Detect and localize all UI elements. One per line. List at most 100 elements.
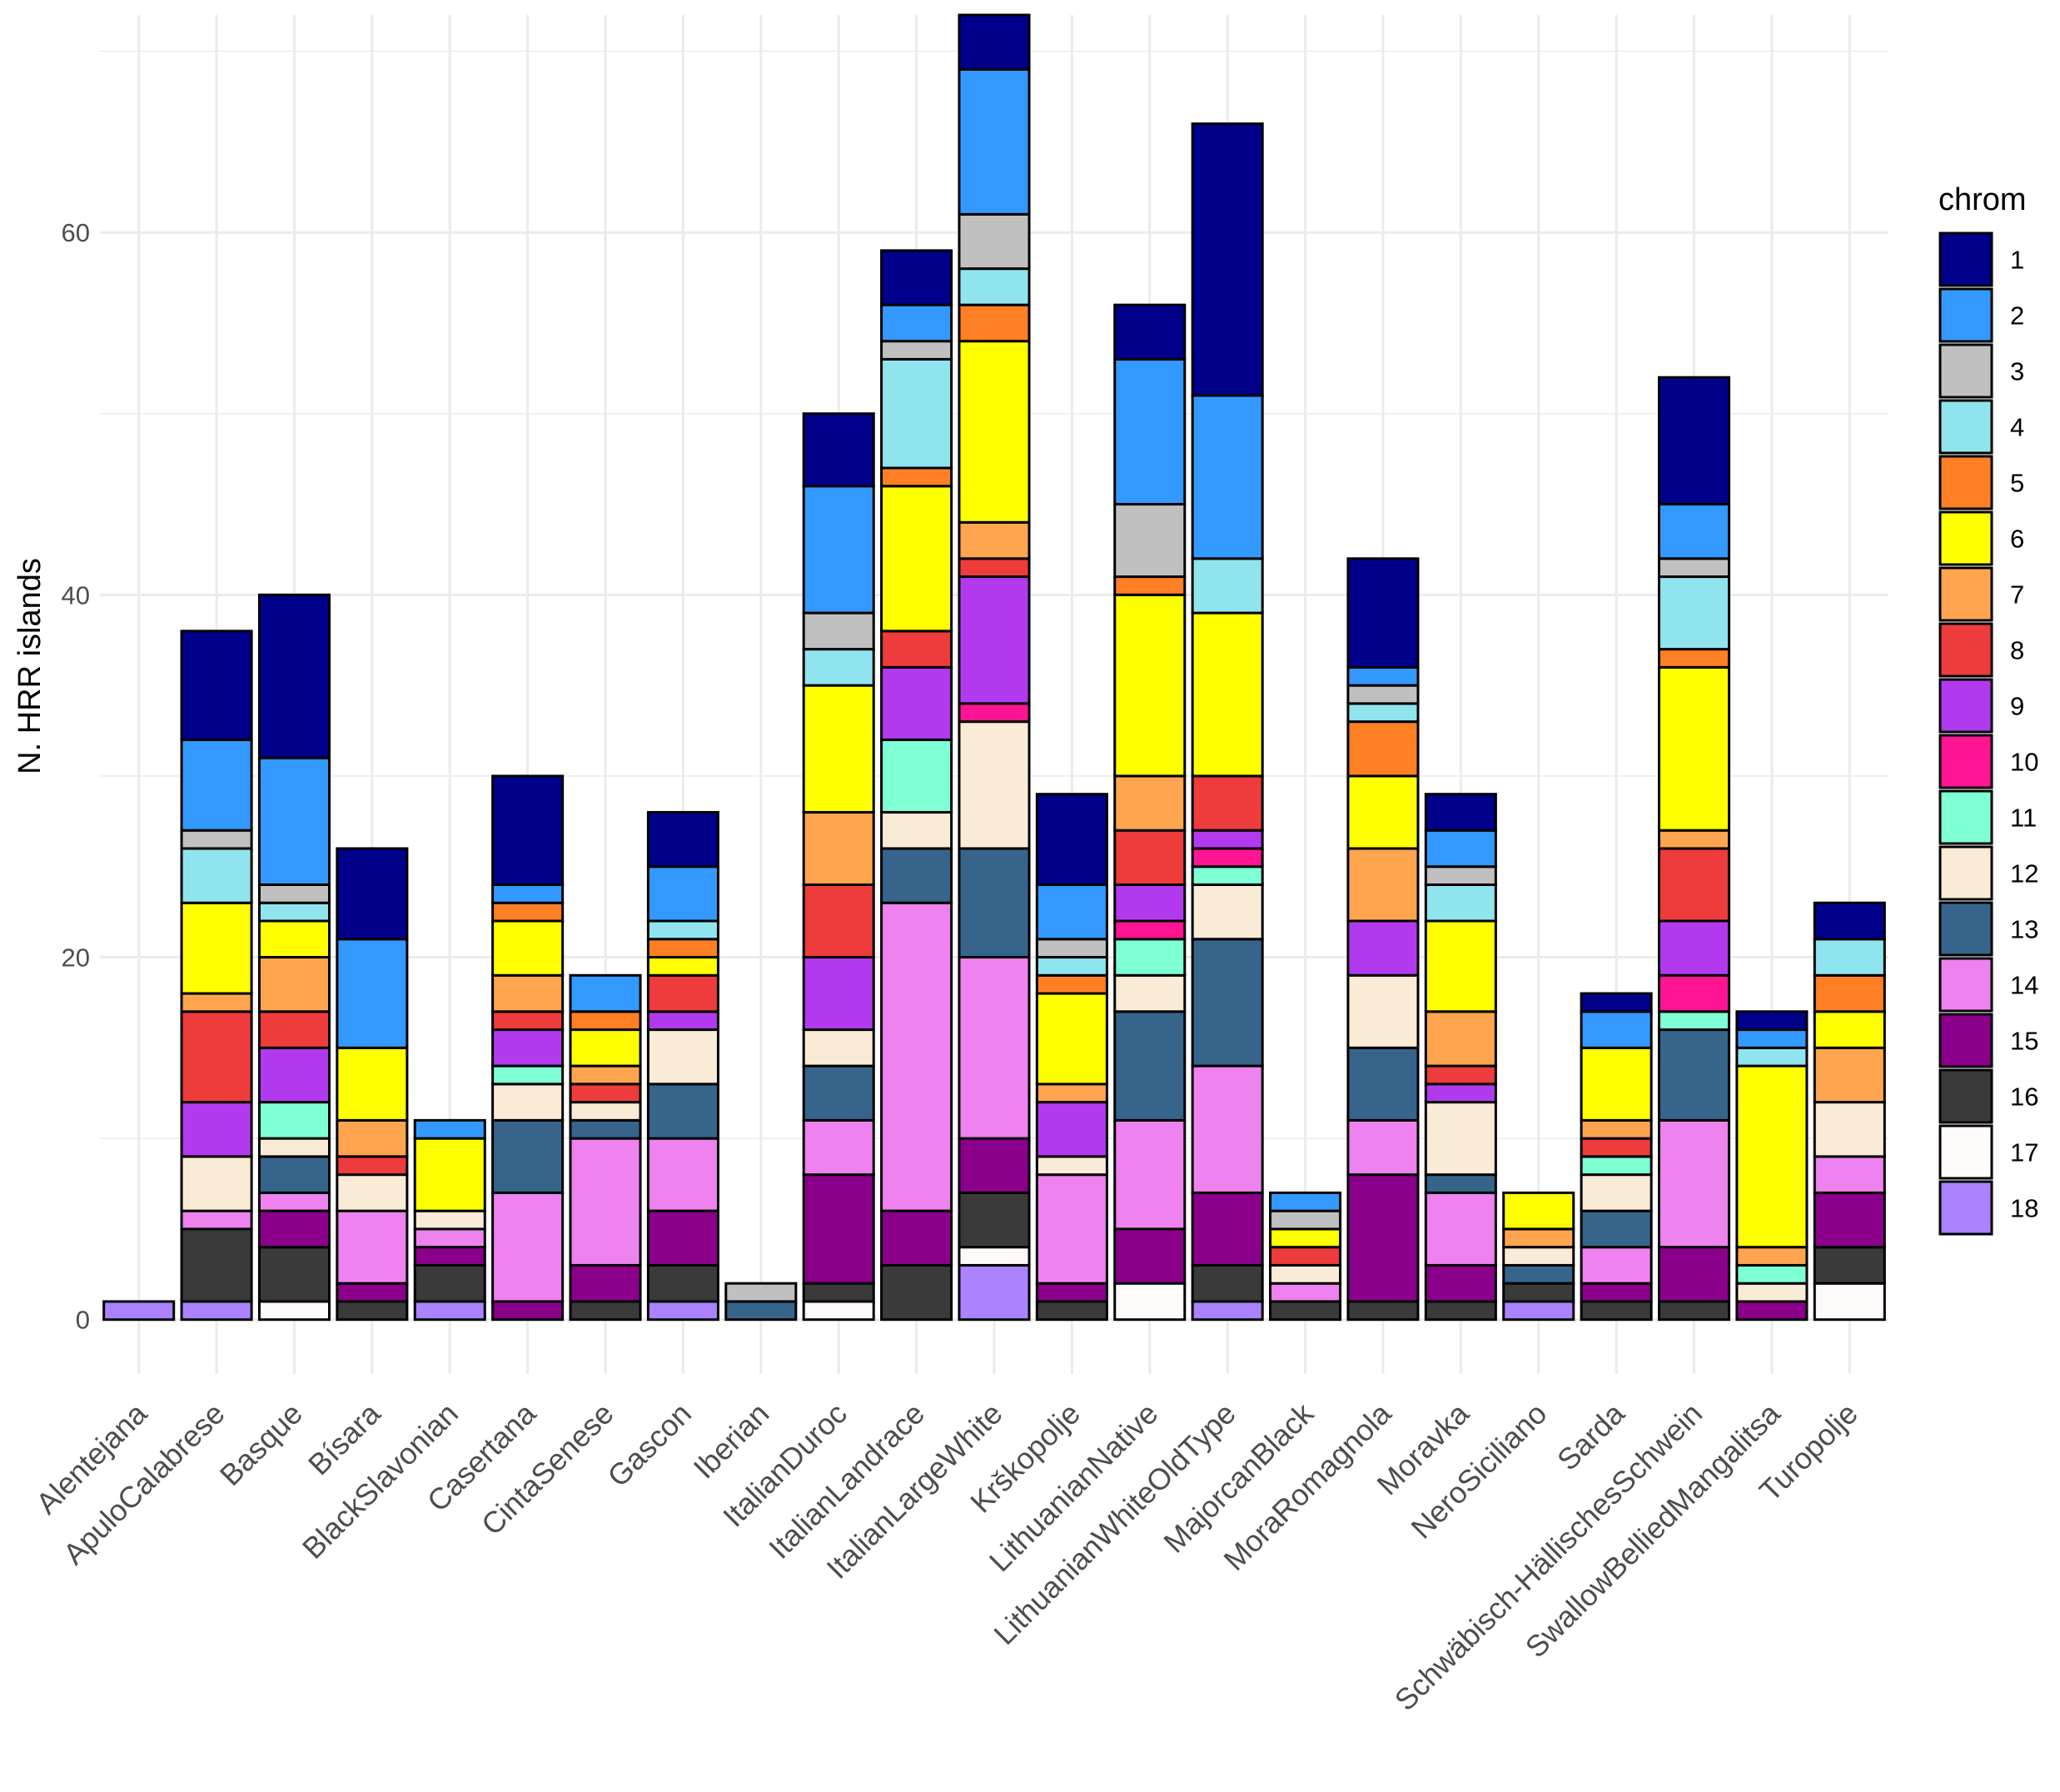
bar-segment-Moravka-chrom-6 bbox=[1424, 919, 1497, 1013]
bar-segment-LithuanianNative-chrom-2 bbox=[1113, 357, 1187, 506]
bar-segment-ApuloCalabrese-chrom-3 bbox=[180, 829, 253, 850]
bar-segment-ItalianLargeWhite-chrom-7 bbox=[958, 520, 1031, 560]
bar-segment-MoraRomagnola-chrom-13 bbox=[1346, 1046, 1420, 1122]
bar-segment-Krškopolje-chrom-1 bbox=[1035, 793, 1108, 886]
legend-key-8 bbox=[1938, 622, 1993, 678]
bar-segment-LithuanianNative-chrom-14 bbox=[1113, 1118, 1187, 1231]
bar-segment-ItalianLargeWhite-chrom-3 bbox=[958, 212, 1031, 271]
bar-segment-Moravka-chrom-1 bbox=[1424, 793, 1497, 832]
bar-segment-LithuanianNative-chrom-13 bbox=[1113, 1010, 1187, 1122]
bar-segment-ApuloCalabrese-chrom-18 bbox=[180, 1300, 253, 1322]
bar-segment-Schwäbisch-HällischesSchwein-chrom-16 bbox=[1657, 1300, 1731, 1322]
bar-segment-ItalianDuroc-chrom-4 bbox=[802, 648, 875, 687]
legend-key-15 bbox=[1938, 1013, 1993, 1068]
bar-segment-Basque-chrom-2 bbox=[257, 756, 331, 886]
bar-segment-Gascon-chrom-12 bbox=[646, 1028, 719, 1086]
x-tick-label: Basque bbox=[213, 1396, 309, 1492]
x-axis: AlentejanaApuloCalabreseBasqueBísaraBlac… bbox=[29, 1396, 1864, 1717]
bar-segment-MoraRomagnola-chrom-6 bbox=[1346, 774, 1420, 850]
bar-segment-Krškopolje-chrom-14 bbox=[1035, 1173, 1108, 1285]
bar-segment-Bísara-chrom-8 bbox=[336, 1155, 409, 1177]
bar-segment-Casertana-chrom-7 bbox=[491, 973, 565, 1013]
bar-segment-LithuanianNative-chrom-3 bbox=[1113, 503, 1187, 579]
bar-segment-LithuanianNative-chrom-1 bbox=[1113, 303, 1187, 361]
bar-segment-LithuanianNative-chrom-9 bbox=[1113, 883, 1187, 923]
bar-segment-ItalianDuroc-chrom-8 bbox=[802, 883, 875, 959]
bar-segment-Casertana-chrom-6 bbox=[491, 919, 565, 977]
bar-segment-Schwäbisch-HällischesSchwein-chrom-9 bbox=[1657, 919, 1731, 977]
bar-segment-Schwäbisch-HällischesSchwein-chrom-2 bbox=[1657, 503, 1731, 560]
bar-segment-ApuloCalabrese-chrom-1 bbox=[180, 630, 253, 741]
bar-segment-MoraRomagnola-chrom-4 bbox=[1346, 702, 1420, 724]
bar-segment-ItalianLandrace-chrom-6 bbox=[880, 485, 953, 633]
bar-segment-ItalianLandrace-chrom-9 bbox=[880, 665, 953, 741]
bar-segment-MoraRomagnola-chrom-7 bbox=[1346, 847, 1420, 923]
bar-segment-BlackSlavonian-chrom-6 bbox=[413, 1137, 486, 1212]
bar-segment-Basque-chrom-17 bbox=[257, 1300, 331, 1322]
bar-segment-Basque-chrom-13 bbox=[257, 1155, 331, 1194]
bar-segment-ApuloCalabrese-chrom-7 bbox=[180, 992, 253, 1013]
bar-segment-Turopolje-chrom-12 bbox=[1813, 1101, 1886, 1158]
legend-key-5 bbox=[1938, 455, 1993, 510]
bar-segment-Moravka-chrom-14 bbox=[1424, 1191, 1497, 1267]
bar-segment-LithuanianWhiteOldType-chrom-1 bbox=[1191, 122, 1264, 397]
bar-segment-ItalianLargeWhite-chrom-10 bbox=[958, 702, 1031, 724]
bar-segment-LithuanianNative-chrom-11 bbox=[1113, 938, 1187, 977]
bar-segment-BlackSlavonian-chrom-2 bbox=[413, 1118, 486, 1140]
bar-segment-SwallowBelliedMangalitsa-chrom-7 bbox=[1735, 1246, 1809, 1267]
legend-key-12 bbox=[1938, 845, 1993, 901]
legend-label-18: 18 bbox=[2010, 1194, 2038, 1223]
bars bbox=[102, 13, 1886, 1322]
bar-segment-Turopolje-chrom-7 bbox=[1813, 1046, 1886, 1104]
bar-segment-ItalianLandrace-chrom-12 bbox=[880, 810, 953, 850]
bar-segment-LithuanianWhiteOldType-chrom-14 bbox=[1191, 1064, 1264, 1194]
bar-segment-Schwäbisch-HällischesSchwein-chrom-13 bbox=[1657, 1028, 1731, 1122]
legend-label-8: 8 bbox=[2010, 636, 2024, 665]
bar-segment-LithuanianWhiteOldType-chrom-18 bbox=[1191, 1300, 1264, 1322]
bar-segment-ItalianLargeWhite-chrom-2 bbox=[958, 67, 1031, 216]
bar-segment-Casertana-chrom-14 bbox=[491, 1191, 565, 1303]
bar-segment-CintaSenese-chrom-16 bbox=[569, 1300, 642, 1322]
bar-segment-LithuanianNative-chrom-7 bbox=[1113, 774, 1187, 832]
bar-segment-Krškopolje-chrom-4 bbox=[1035, 956, 1108, 977]
bar-segment-ItalianLandrace-chrom-16 bbox=[880, 1263, 953, 1322]
bar-segment-ApuloCalabrese-chrom-16 bbox=[180, 1227, 253, 1303]
bar-segment-ItalianLandrace-chrom-13 bbox=[880, 847, 953, 904]
bar-segment-SwallowBelliedMangalitsa-chrom-1 bbox=[1735, 1010, 1809, 1032]
bar-segment-Casertana-chrom-12 bbox=[491, 1083, 565, 1122]
bar-segment-Gascon-chrom-2 bbox=[646, 865, 719, 923]
bar-segment-Gascon-chrom-15 bbox=[646, 1209, 719, 1267]
bar-segment-Krškopolje-chrom-12 bbox=[1035, 1155, 1108, 1177]
bar-segment-Bísara-chrom-6 bbox=[336, 1046, 409, 1122]
bar-segment-Basque-chrom-12 bbox=[257, 1137, 331, 1158]
bar-segment-Moravka-chrom-2 bbox=[1424, 829, 1497, 869]
legend-label-4: 4 bbox=[2010, 413, 2024, 442]
bar-segment-ItalianLandrace-chrom-5 bbox=[880, 466, 953, 488]
bar-segment-Moravka-chrom-8 bbox=[1424, 1064, 1497, 1086]
bar-segment-ApuloCalabrese-chrom-9 bbox=[180, 1101, 253, 1158]
bar-segment-Sarda-chrom-11 bbox=[1580, 1155, 1653, 1177]
bar-segment-Schwäbisch-HällischesSchwein-chrom-4 bbox=[1657, 575, 1731, 651]
bar-segment-LithuanianWhiteOldType-chrom-15 bbox=[1191, 1191, 1264, 1267]
bar-segment-Iberian-chrom-13 bbox=[724, 1300, 798, 1322]
bar-segment-NeroSiciliano-chrom-12 bbox=[1502, 1246, 1575, 1267]
bar-segment-Casertana-chrom-5 bbox=[491, 901, 565, 923]
bar-segment-BlackSlavonian-chrom-14 bbox=[413, 1227, 486, 1249]
bar-segment-MajorcanBlack-chrom-6 bbox=[1269, 1227, 1342, 1249]
bar-segment-Basque-chrom-16 bbox=[257, 1246, 331, 1303]
bar-segment-Moravka-chrom-16 bbox=[1424, 1300, 1497, 1322]
bar-segment-Basque-chrom-11 bbox=[257, 1101, 331, 1140]
bar-segment-LithuanianWhiteOldType-chrom-11 bbox=[1191, 865, 1264, 886]
x-tick-label: NeroSiciliano bbox=[1404, 1396, 1553, 1546]
bar-segment-Moravka-chrom-12 bbox=[1424, 1101, 1497, 1177]
bar-segment-SwallowBelliedMangalitsa-chrom-6 bbox=[1735, 1064, 1809, 1249]
legend-key-10 bbox=[1938, 734, 1993, 789]
bar-segment-ItalianLandrace-chrom-3 bbox=[880, 340, 953, 361]
bar-segment-ItalianDuroc-chrom-13 bbox=[802, 1064, 875, 1122]
bar-segment-NeroSiciliano-chrom-13 bbox=[1502, 1263, 1575, 1285]
bar-segment-ApuloCalabrese-chrom-12 bbox=[180, 1155, 253, 1212]
bar-segment-MoraRomagnola-chrom-12 bbox=[1346, 973, 1420, 1049]
bar-segment-Schwäbisch-HällischesSchwein-chrom-10 bbox=[1657, 973, 1731, 1013]
bar-segment-ItalianLargeWhite-chrom-8 bbox=[958, 557, 1031, 579]
bar-segment-LithuanianWhiteOldType-chrom-2 bbox=[1191, 394, 1264, 560]
